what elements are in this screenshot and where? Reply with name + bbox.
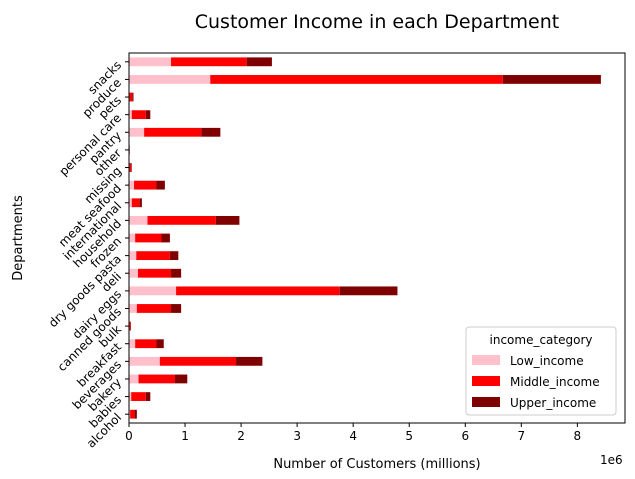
- bar-babies-middle-income: [131, 392, 146, 401]
- chart-title: Customer Income in each Department: [195, 11, 559, 33]
- bar-produce-upper-income: [502, 75, 601, 84]
- bar-beverages-middle-income: [159, 356, 237, 366]
- bar-dry-goods-pasta-middle-income: [136, 251, 170, 261]
- bar-deli-middle-income: [137, 268, 172, 278]
- bar-pantry-low-income: [129, 127, 145, 137]
- bar-bakery-upper-income: [174, 374, 188, 384]
- bar-meat-seafood-low-income: [129, 180, 135, 190]
- y-axis: alcoholbabiesbakerybeveragesbreakfastbul…: [46, 58, 129, 451]
- bar-snacks-middle-income: [171, 57, 247, 67]
- bar-babies-low-income: [129, 392, 132, 401]
- bar-breakfast-middle-income: [135, 339, 157, 349]
- bar-deli-low-income: [129, 268, 138, 278]
- bar-dry-goods-pasta-low-income: [129, 251, 137, 261]
- bar-canned-goods-low-income: [129, 304, 137, 313]
- bar-personal-care-low-income: [129, 110, 132, 120]
- bar-dairy-eggs-low-income: [129, 286, 177, 296]
- legend: income_category Low_income Middle_income Up…: [465, 326, 617, 416]
- bar-dairy-eggs-middle-income: [176, 286, 340, 296]
- legend-swatch-low-income: [472, 355, 500, 365]
- bar-personal-care-middle-income: [131, 110, 146, 120]
- bar-meat-seafood-middle-income: [134, 180, 157, 190]
- x-tick-label: 1: [181, 429, 189, 443]
- legend-title: income_category: [490, 333, 593, 347]
- x-tick-label: 2: [237, 429, 245, 443]
- bar-snacks-low-income: [129, 57, 172, 67]
- bar-alcohol-middle-income: [130, 409, 135, 419]
- bar-frozen-low-income: [129, 233, 136, 243]
- bar-alcohol-low-income: [129, 409, 131, 419]
- bar-pets-middle-income: [129, 92, 133, 102]
- x-tick-label: 6: [461, 429, 469, 443]
- x-tick-label: 8: [574, 429, 582, 443]
- bar-international-upper-income: [139, 198, 142, 208]
- x-axis-label: Number of Customers (millions): [273, 457, 480, 472]
- bar-bakery-middle-income: [138, 374, 175, 384]
- bar-meat-seafood-upper-income: [156, 180, 165, 190]
- bar-beverages-low-income: [129, 356, 160, 366]
- bar-frozen-upper-income: [161, 233, 170, 243]
- bar-alcohol-upper-income: [134, 409, 137, 419]
- bar-household-low-income: [129, 215, 148, 225]
- legend-box: [465, 326, 617, 416]
- bar-dry-goods-pasta-upper-income: [169, 251, 179, 261]
- bar-bulk-middle-income: [129, 321, 131, 331]
- bar-missing-middle-income: [129, 163, 132, 172]
- bar-personal-care-upper-income: [145, 110, 151, 120]
- legend-swatch-upper-income: [472, 397, 500, 407]
- bar-canned-goods-upper-income: [171, 304, 182, 313]
- bar-breakfast-low-income: [129, 339, 136, 349]
- bar-household-middle-income: [147, 215, 216, 225]
- x-tick-label: 0: [125, 429, 133, 443]
- x-tick-label: 5: [405, 429, 413, 443]
- x-axis-scale-note: 1e6: [600, 453, 623, 467]
- bar-babies-upper-income: [145, 392, 151, 401]
- x-axis: 0 1 2 3 4 5 6 7 8: [125, 423, 581, 443]
- bar-deli-upper-income: [171, 268, 182, 278]
- legend-swatch-middle-income: [472, 376, 500, 386]
- bar-produce-low-income: [129, 75, 211, 84]
- bar-snacks-upper-income: [246, 57, 272, 67]
- bar-household-upper-income: [215, 215, 240, 225]
- bar-breakfast-upper-income: [156, 339, 164, 349]
- y-axis-label: Departments: [11, 195, 26, 281]
- bar-frozen-middle-income: [135, 233, 162, 243]
- bar-pantry-middle-income: [144, 127, 202, 137]
- bar-beverages-upper-income: [236, 356, 263, 366]
- bar-bakery-low-income: [129, 374, 139, 384]
- bar-missing-upper-income: [131, 163, 132, 172]
- x-tick-label: 4: [349, 429, 357, 443]
- bar-dairy-eggs-upper-income: [339, 286, 398, 296]
- x-tick-label: 3: [293, 429, 301, 443]
- legend-entry-low-income: Low_income: [510, 354, 584, 368]
- bar-pets-upper-income: [132, 92, 134, 102]
- bar-international-low-income: [129, 198, 132, 208]
- bar-pantry-upper-income: [201, 127, 221, 137]
- x-tick-label: 7: [517, 429, 525, 443]
- legend-entry-middle-income: Middle_income: [510, 375, 600, 389]
- bar-international-middle-income: [131, 198, 140, 208]
- bars-layer: [129, 57, 601, 419]
- bar-produce-middle-income: [210, 75, 503, 84]
- bar-canned-goods-middle-income: [136, 304, 172, 313]
- legend-entry-upper-income: Upper_income: [510, 396, 596, 410]
